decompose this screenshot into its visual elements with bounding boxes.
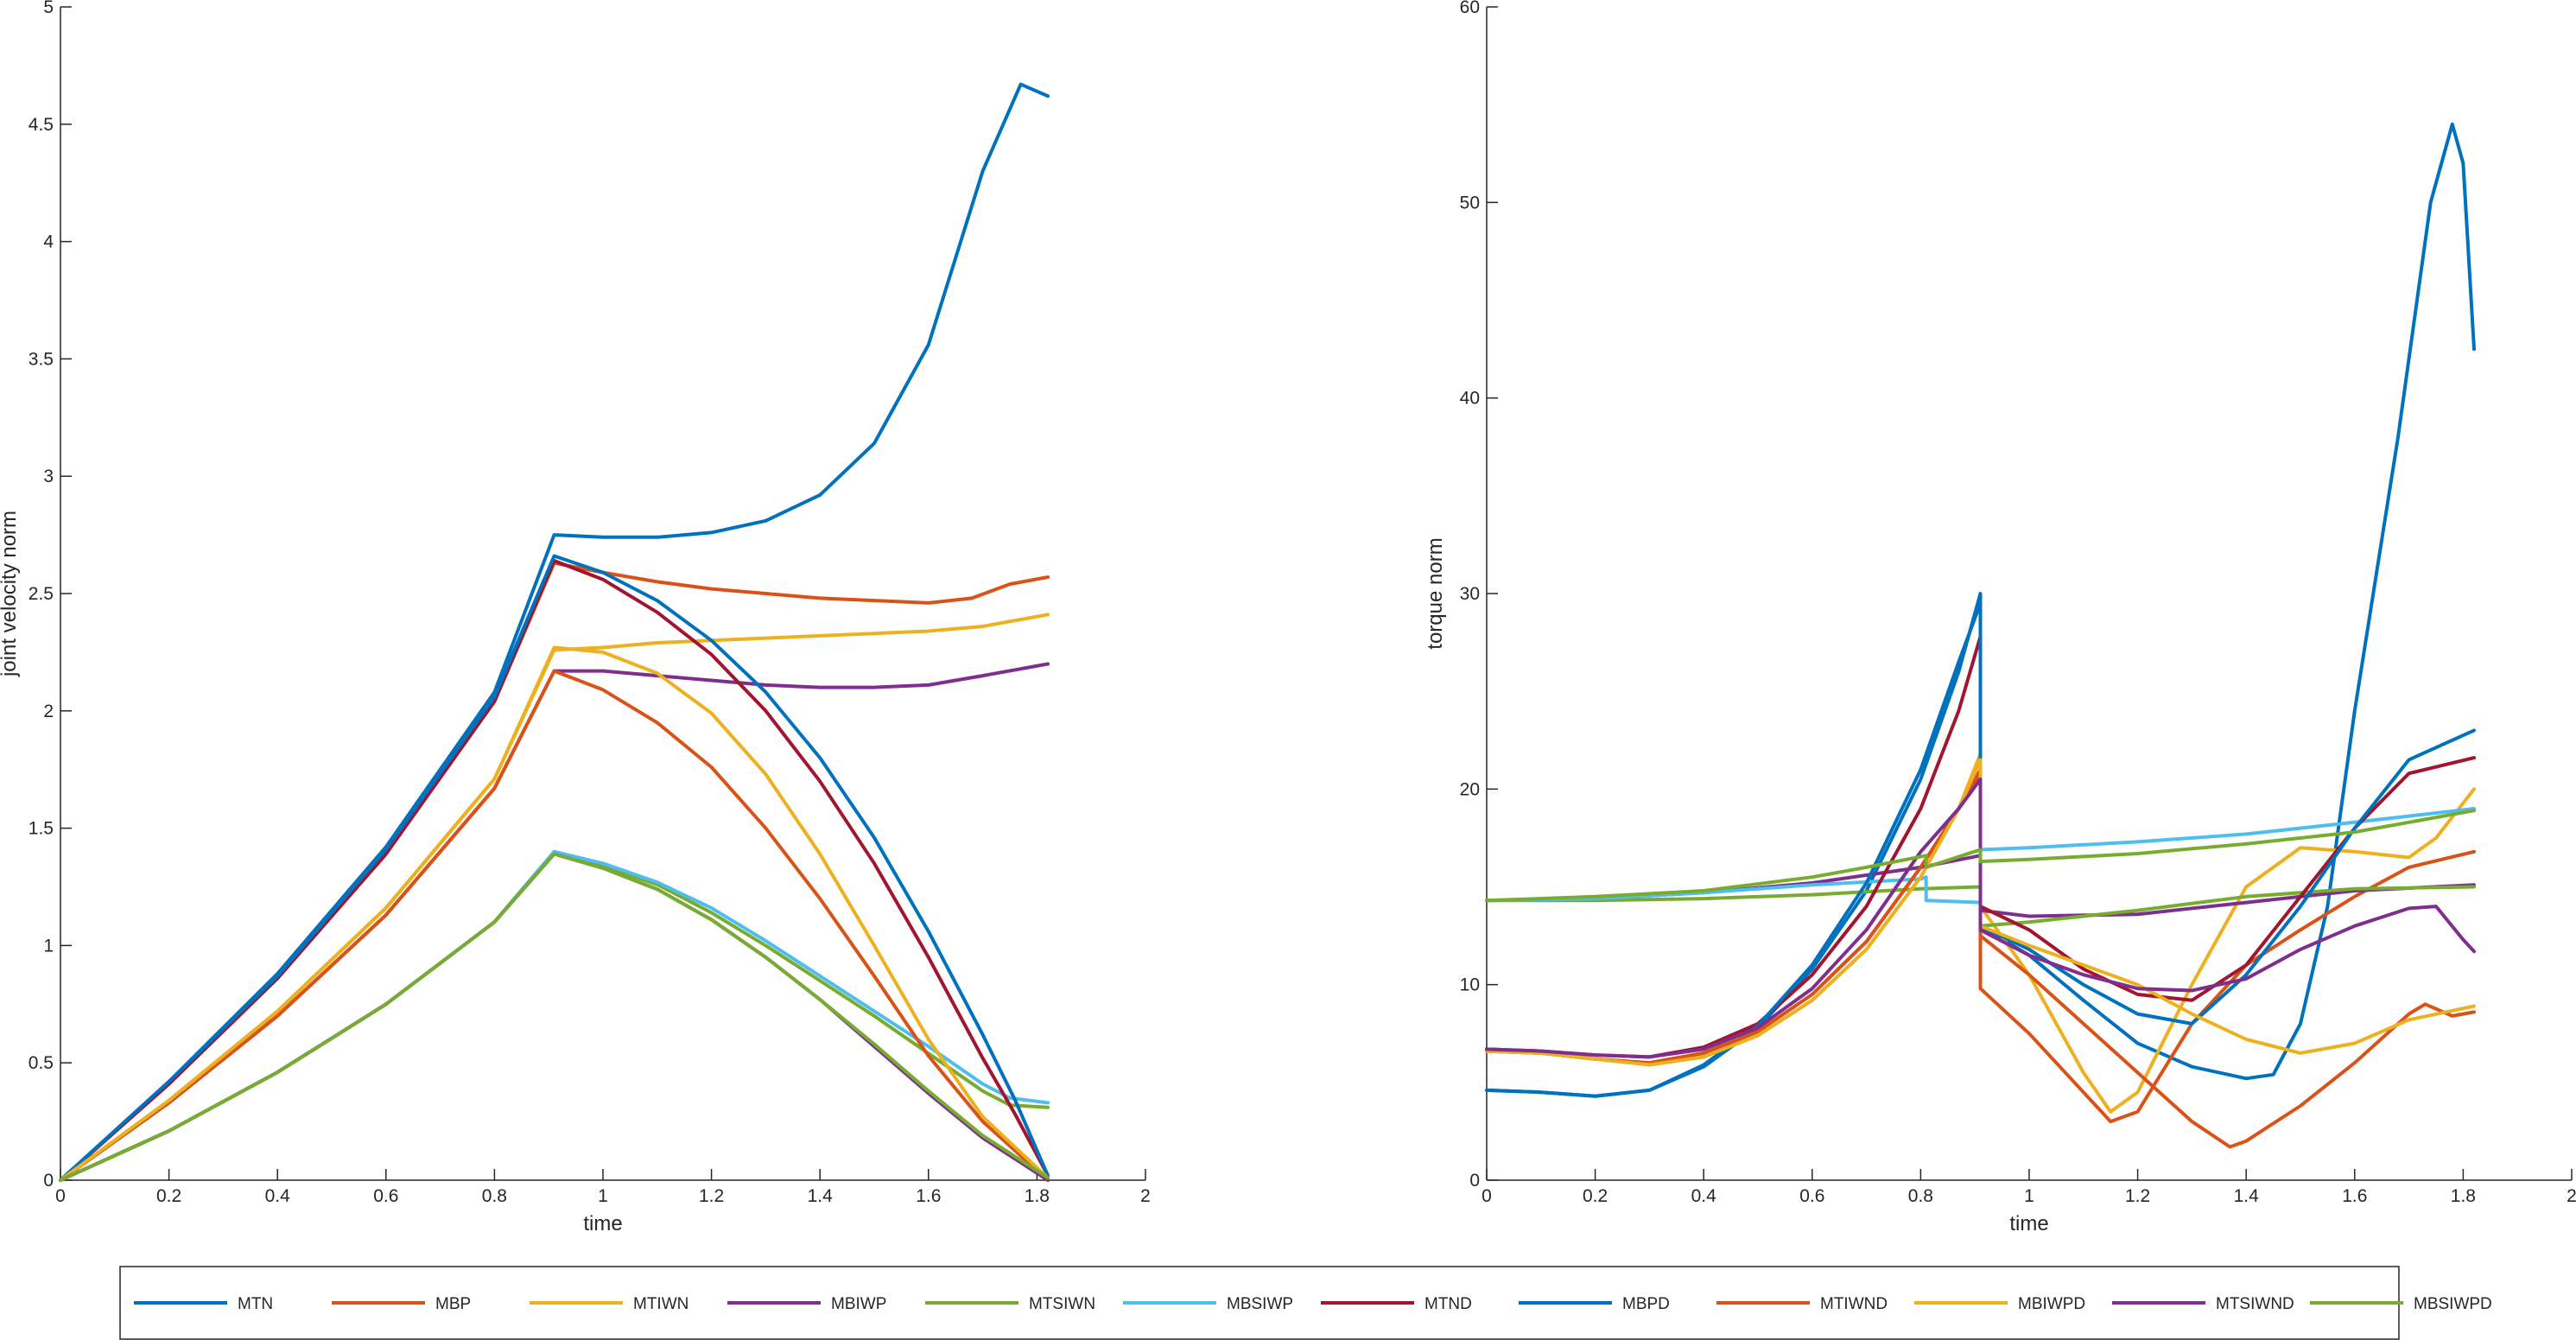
legend-box: [119, 1266, 2400, 1340]
torque-chart: 0 0.2 0.4 0.6 0.8 1 1.2 1.4 1.6 1.8 20102030405060…: [1424, 0, 2576, 1235]
joint-velocity-x-tick-label: 0.2: [156, 1186, 181, 1206]
torque-x-tick-label: 2: [2566, 1186, 2576, 1206]
torque-y-tick-label: 50: [1460, 193, 1480, 213]
joint-velocity-x-tick-label: 0.4: [265, 1186, 291, 1206]
torque-y-tick-label: 30: [1460, 584, 1480, 604]
legend-label-mbiwpd: MBIWPD: [2018, 1295, 2085, 1313]
legend-label-mtiwn: MTIWN: [633, 1295, 688, 1313]
joint-velocity-x-tick-label: 1: [598, 1186, 608, 1206]
joint-velocity-y-tick-label: 3.5: [29, 349, 54, 369]
joint-velocity-series: [59, 82, 1050, 1182]
legend-label-mtnd: MTND: [1424, 1295, 1472, 1313]
joint-velocity-x-tick-label: 1.6: [916, 1186, 941, 1206]
joint-velocity-x-tick-label: 0.8: [482, 1186, 507, 1206]
joint-velocity-x-tick-label: 1.8: [1025, 1186, 1050, 1206]
joint-velocity-y-tick-label: 3: [43, 467, 54, 486]
torque-line-mtiwnd: [1485, 772, 2476, 1149]
torque-x-tick-label: 0.6: [1799, 1186, 1824, 1206]
torque-x-tick-label: 0: [1482, 1186, 1492, 1206]
joint-velocity-y-tick-label: 0: [43, 1171, 54, 1191]
legend-label-mbsiwpd: MBSIWPD: [2414, 1295, 2492, 1313]
torque-x-tick-label: 1: [2024, 1186, 2034, 1206]
legend-label-mbiwp: MBIWP: [831, 1295, 886, 1313]
joint-velocity-y-axis-label: joint velocity norm: [0, 511, 21, 677]
joint-velocity-chart: 0 0.2 0.4 0.6 0.8 1 1.2 1.4 1.6 1.8 2 0 0.5 1 1.5 2 2.5 3…: [0, 0, 1151, 1235]
torque-x-tick-label: 1.8: [2451, 1186, 2476, 1206]
joint-velocity-line-mtiwnd: [59, 669, 1050, 1182]
torque-y-tick-label: 40: [1460, 389, 1480, 409]
legend-label-mbp: MBP: [435, 1295, 471, 1313]
joint-velocity-y-tick-label: 1.5: [29, 819, 54, 839]
torque-x-tick-label: 1.2: [2125, 1186, 2150, 1206]
joint-velocity-y-tick-label: 2.5: [29, 584, 54, 604]
torque-y-tick-label: 0: [1469, 1171, 1480, 1191]
joint-velocity-line-mbsiwpd: [59, 852, 1050, 1182]
torque-series: [1485, 122, 2476, 1149]
joint-velocity-line-mtnd: [59, 559, 1050, 1182]
legend-label-mbsiwp: MBSIWP: [1227, 1295, 1293, 1313]
joint-velocity-x-tick-label: 0: [55, 1186, 66, 1206]
torque-line-mbsiwp: [1485, 807, 2476, 905]
joint-velocity-y-tick-label: 1: [43, 936, 54, 956]
torque-y-tick-label: 10: [1460, 975, 1480, 995]
legend-label-mtiwnd: MTIWND: [1820, 1295, 1888, 1313]
torque-line-mbsiwpd: [1485, 809, 2476, 903]
torque-line-mbiwpd: [1485, 758, 2476, 1067]
legend-label-mtn: MTN: [238, 1295, 273, 1313]
torque-y-axis-label: torque norm: [1424, 537, 1447, 649]
legend-label-mbpd: MBPD: [1622, 1295, 1670, 1313]
torque-line-mbpd: [1485, 601, 2476, 1098]
joint-velocity-y-tick-label: 4.5: [29, 115, 54, 135]
joint-velocity-line-mbpd: [59, 554, 1050, 1182]
joint-velocity-y-tick-label: 0.5: [29, 1053, 54, 1073]
torque-x-tick-label: 0.2: [1583, 1186, 1608, 1206]
torque-x-axis-label: time: [2009, 1212, 2048, 1235]
torque-y-tick-label: 20: [1460, 779, 1480, 799]
joint-velocity-y-tick-label: 5: [43, 0, 54, 17]
joint-velocity-y-tick-label: 4: [43, 232, 54, 252]
legend-items: MTN MBP MTIWN MBIWP MTSIWN MBSIWP MTND MBPD MTIW…: [134, 1295, 2492, 1313]
joint-velocity-x-tick-label: 2: [1140, 1186, 1151, 1206]
torque-y-tick-label: 60: [1460, 0, 1480, 17]
torque-line-mtsiwnd: [1485, 778, 2476, 1059]
joint-velocity-line-mbiwpd: [59, 645, 1050, 1182]
legend: MTN MBP MTIWN MBIWP MTSIWN MBSIWP MTND MBPD MTIW…: [119, 1266, 2492, 1340]
torque-x-tick-label: 1.6: [2342, 1186, 2367, 1206]
joint-velocity-tick-labels: 0 0.2 0.4 0.6 0.8 1 1.2 1.4 1.6 1.8 2 0 0.5 1 1.5 2 2.5 3…: [29, 0, 1151, 1206]
legend-label-mtsiwn: MTSIWN: [1029, 1295, 1095, 1313]
joint-velocity-x-tick-label: 0.6: [373, 1186, 398, 1206]
legend-label-mtsiwnd: MTSIWND: [2216, 1295, 2294, 1313]
joint-velocity-x-tick-label: 1.4: [808, 1186, 834, 1206]
joint-velocity-x-axis-label: time: [583, 1212, 622, 1235]
torque-x-tick-label: 1.4: [2234, 1186, 2260, 1206]
torque-x-tick-label: 0.8: [1908, 1186, 1933, 1206]
joint-velocity-y-tick-label: 2: [43, 702, 54, 721]
joint-velocity-x-tick-label: 1.2: [699, 1186, 724, 1206]
torque-x-tick-label: 0.4: [1691, 1186, 1717, 1206]
